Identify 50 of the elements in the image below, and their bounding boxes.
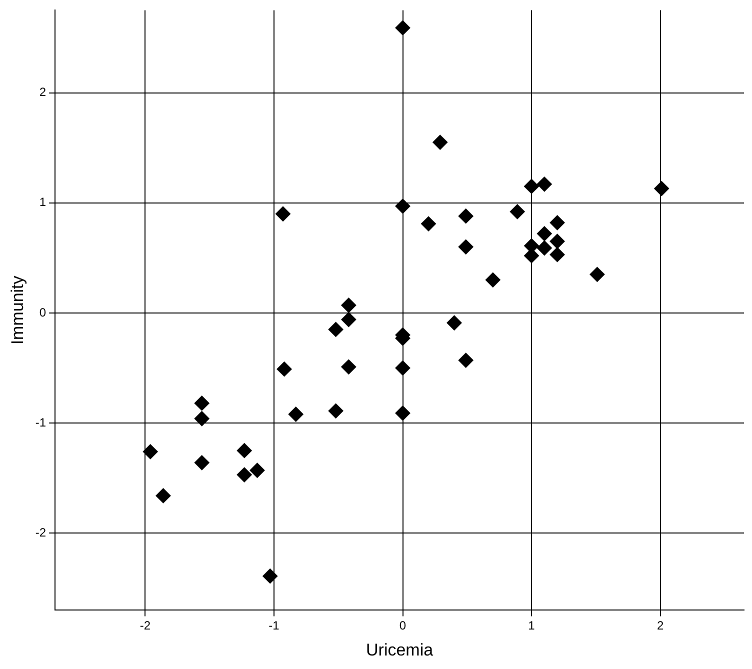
point (432, 134, 448, 150)
y-tick-label: -1 (35, 415, 46, 430)
point (510, 204, 525, 220)
point (275, 206, 290, 222)
x-axis-title: Uricemia (366, 640, 434, 660)
point (156, 488, 171, 504)
point (276, 362, 292, 377)
x-tick-label: -1 (268, 618, 280, 633)
point (395, 20, 410, 36)
x-tick-label: -2 (140, 618, 151, 633)
point (590, 266, 605, 282)
y-tick-label: 1 (39, 195, 46, 210)
point (458, 352, 474, 368)
point (250, 462, 265, 478)
point (524, 178, 540, 194)
point (328, 403, 344, 418)
y-tick-label: -2 (35, 525, 46, 540)
y-tick-label: 0 (39, 305, 46, 320)
point (395, 198, 410, 214)
point (328, 322, 344, 337)
point (458, 239, 474, 254)
point (458, 208, 474, 224)
y-axis-title: Immunity (8, 275, 27, 345)
point (142, 444, 158, 460)
point (654, 181, 670, 196)
point (536, 226, 552, 242)
point (341, 312, 356, 328)
x-tick-label: 0 (399, 618, 406, 633)
point (421, 216, 436, 232)
y-tick-label: 2 (39, 85, 46, 100)
point (536, 240, 552, 256)
point (550, 247, 565, 262)
point (341, 359, 356, 374)
point (288, 406, 304, 422)
point (395, 360, 410, 376)
x-tick-label: 1 (528, 618, 536, 633)
point (236, 467, 252, 482)
point (341, 298, 356, 313)
point (485, 272, 500, 288)
point (262, 568, 278, 584)
point (550, 215, 565, 230)
x-tick-label: 2 (656, 618, 664, 633)
point (236, 443, 252, 458)
point (194, 455, 210, 470)
point (536, 176, 552, 192)
point (194, 411, 210, 426)
point (550, 234, 565, 249)
point (194, 396, 210, 411)
point (395, 406, 410, 421)
point (446, 315, 462, 330)
